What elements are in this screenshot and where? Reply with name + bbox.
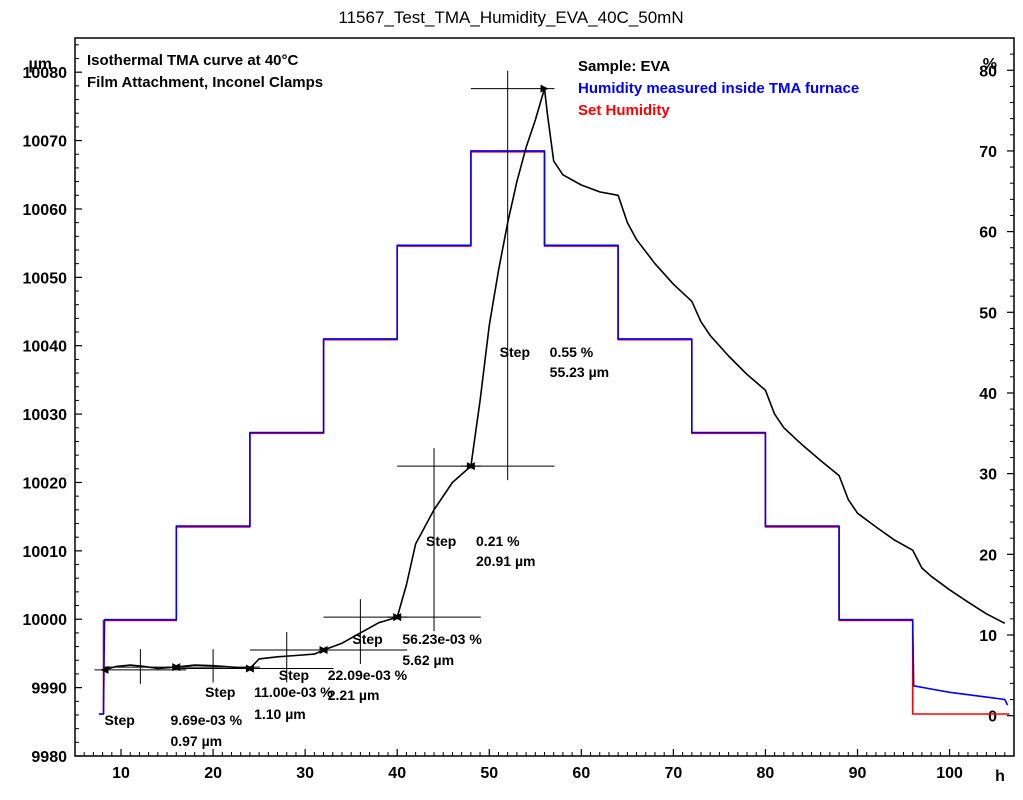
step-start-marker: [245, 664, 254, 673]
series-humidity-measured: [98, 150, 1009, 715]
x-tick-label: 30: [296, 765, 314, 782]
step-start-marker: [319, 646, 328, 655]
x-tick-label: 10: [112, 765, 130, 782]
step-label: Step: [279, 667, 309, 683]
series-sample-eva: [104, 87, 1006, 671]
step-start-marker: [172, 663, 181, 672]
left-tick-label: 10080: [23, 65, 68, 82]
step-percent: 9.69e-03 %: [170, 712, 242, 728]
left-axis-unit: µm: [29, 56, 52, 73]
chart-title: 11567_Test_TMA_Humidity_EVA_40C_50mN: [338, 8, 683, 27]
step-micrometers: 0.97 µm: [170, 733, 222, 749]
step-end-marker: [540, 84, 549, 93]
step-start-marker: [100, 665, 109, 674]
x-axis-unit: h: [995, 768, 1005, 785]
legend-humidity-measured: Humidity measured inside TMA furnace: [578, 80, 859, 97]
step-percent: 0.55 %: [550, 344, 594, 360]
step-percent: 56.23e-03 %: [402, 631, 482, 647]
left-tick-label: 9980: [31, 749, 67, 766]
right-tick-label: 0: [988, 709, 997, 726]
left-tick-label: 10040: [23, 339, 68, 356]
right-tick-label: 40: [979, 386, 997, 403]
step-micrometers: 55.23 µm: [550, 364, 609, 380]
x-tick-label: 100: [936, 765, 963, 782]
x-axis-ticks: 10 20 30 40 50 60 70 80 90 100: [74, 749, 1015, 782]
x-tick-label: 50: [480, 765, 498, 782]
right-axis-unit: %: [983, 56, 997, 73]
step-label: Step: [352, 631, 382, 647]
right-axis-ticks: 0 10 20 30 40 50 60 70 80: [979, 37, 1014, 726]
legend-sample: Sample: EVA: [578, 58, 670, 75]
right-tick-label: 20: [979, 547, 997, 564]
right-tick-label: 30: [979, 467, 997, 484]
right-tick-label: 80: [979, 63, 997, 80]
step-percent: 22.09e-03 %: [328, 667, 408, 683]
x-tick-label: 80: [757, 765, 775, 782]
step-micrometers: 5.62 µm: [402, 652, 454, 668]
step-start-marker: [466, 462, 475, 471]
step-label: Step: [205, 684, 235, 700]
step-percent: 0.21 %: [476, 533, 520, 549]
x-tick-label: 70: [664, 765, 682, 782]
annotation-attachment: Film Attachment, Inconel Clamps: [87, 74, 323, 91]
left-tick-label: 10070: [23, 134, 68, 151]
x-tick-label: 20: [204, 765, 222, 782]
x-tick-label: 90: [849, 765, 867, 782]
x-tick-label: 40: [388, 765, 406, 782]
left-tick-label: 10050: [23, 270, 68, 287]
left-tick-label: 10060: [23, 202, 68, 219]
step-micrometers: 20.91 µm: [476, 553, 535, 569]
left-tick-label: 10010: [23, 544, 68, 561]
step-label: Step: [104, 712, 134, 728]
step-label: Step: [500, 344, 530, 360]
left-tick-label: 9990: [31, 681, 67, 698]
step-micrometers: 1.10 µm: [254, 706, 306, 722]
step-start-marker: [393, 613, 402, 622]
left-tick-label: 10030: [23, 407, 68, 424]
right-tick-label: 10: [979, 628, 997, 645]
right-tick-label: 50: [979, 305, 997, 322]
x-tick-label: 60: [572, 765, 590, 782]
step-micrometers: 2.21 µm: [328, 687, 380, 703]
annotation-isothermal: Isothermal TMA curve at 40°C: [87, 52, 299, 69]
legend-set-humidity: Set Humidity: [578, 102, 670, 119]
right-tick-label: 70: [979, 144, 997, 161]
left-tick-label: 10020: [23, 475, 68, 492]
left-tick-label: 10000: [23, 612, 68, 629]
plot-frame: [74, 37, 1015, 757]
step-percent: 11.00e-03 %: [254, 684, 333, 700]
left-axis-ticks: 9980 9990 10000 10010 10020 10030 10040 10050 10…: [23, 44, 82, 766]
right-tick-label: 60: [979, 225, 997, 242]
step-label: Step: [426, 533, 456, 549]
